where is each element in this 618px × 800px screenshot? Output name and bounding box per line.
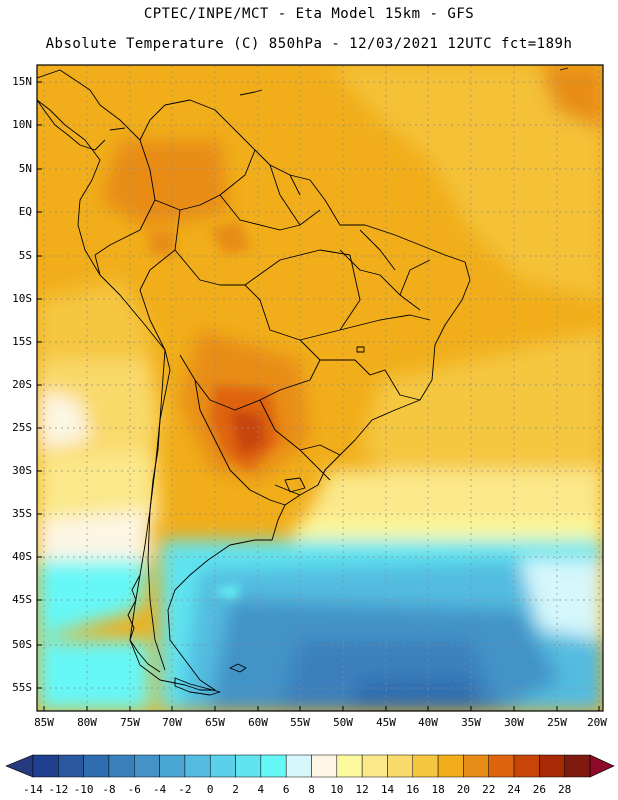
colorbar-swatch <box>361 754 388 778</box>
lon-label: 35W <box>461 716 481 729</box>
lon-label: 65W <box>205 716 225 729</box>
colorbar-swatch <box>488 754 515 778</box>
graticule <box>37 65 603 711</box>
colorbar-swatch <box>159 754 186 778</box>
lon-label: 75W <box>120 716 140 729</box>
colorbar-label: 26 <box>532 783 546 796</box>
colorbar-label: -2 <box>178 783 192 796</box>
lat-label: 15N <box>12 75 32 88</box>
lat-label: 35S <box>12 507 32 520</box>
lon-label: 30W <box>504 716 524 729</box>
lat-label: 30S <box>12 464 32 477</box>
temperature-field <box>37 65 603 711</box>
lat-label: 55S <box>12 681 32 694</box>
lon-label: 25W <box>547 716 567 729</box>
colorbar-swatch <box>83 754 110 778</box>
lat-label: 50S <box>12 638 32 651</box>
lon-label: 85W <box>34 716 54 729</box>
colorbar-label: -8 <box>102 783 116 796</box>
colorbar-swatch <box>513 754 540 778</box>
colorbar-swatch <box>209 754 236 778</box>
colorbar-label: -4 <box>152 783 167 796</box>
colorbar-label: 0 <box>206 783 214 796</box>
lon-label: 60W <box>248 716 268 729</box>
lat-label: 15S <box>12 335 32 348</box>
lat-label: 20S <box>12 378 32 391</box>
lat-label: 5N <box>18 162 32 175</box>
colorbar-label: 10 <box>330 783 344 796</box>
colorbar-under-arrow <box>5 754 34 778</box>
colorbar-label: 20 <box>456 783 471 796</box>
colorbar-swatch <box>564 754 591 778</box>
lat-label: 5S <box>18 249 32 262</box>
lon-label: 20W <box>587 716 607 729</box>
colorbar-label: 4 <box>257 783 265 796</box>
lat-label: 10S <box>12 292 32 305</box>
colorbar-label: 12 <box>355 783 369 796</box>
colorbar-swatch <box>387 754 414 778</box>
colorbar-swatch <box>108 754 135 778</box>
colorbar-label: 18 <box>431 783 445 796</box>
colorbar-label: 28 <box>558 783 572 796</box>
colorbar-swatch <box>311 754 338 778</box>
lat-label: EQ <box>18 205 32 218</box>
lon-label: 70W <box>162 716 182 729</box>
colorbar-label: -14 <box>23 783 43 796</box>
colorbar-label: 16 <box>406 783 420 796</box>
lon-label: 80W <box>77 716 97 729</box>
map-frame <box>36 64 604 712</box>
colorbar-label: -12 <box>48 783 69 796</box>
colorbar-swatch <box>463 754 489 778</box>
axis-ticks <box>37 81 600 711</box>
colorbar-label: 14 <box>380 783 395 796</box>
map-title-line2: Absolute Temperature (C) 850hPa - 12/03/… <box>45 36 573 52</box>
lat-label: 45S <box>12 593 32 606</box>
lon-label: 40W <box>418 716 438 729</box>
map-title-line1: CPTEC/INPE/MCT - Eta Model 15km - GFS <box>143 6 475 22</box>
colorbar-swatch <box>412 754 439 778</box>
colorbar-label: 8 <box>308 783 315 796</box>
colorbar-swatch <box>336 754 363 778</box>
colorbar-label: 24 <box>507 783 521 796</box>
colorbar-label: -10 <box>73 783 94 796</box>
colorbar-swatch <box>539 754 565 778</box>
lon-label: 50W <box>333 716 353 729</box>
colorbar-label: 22 <box>482 783 496 796</box>
colorbar-swatch <box>235 754 262 778</box>
colorbar-swatch <box>134 754 160 778</box>
lat-label: 25S <box>12 421 32 434</box>
lon-label: 55W <box>290 716 310 729</box>
colorbar-swatch <box>184 754 211 778</box>
colorbar-swatch <box>58 754 84 778</box>
lat-label: 40S <box>12 550 32 563</box>
colorbar-label: -6 <box>127 783 141 796</box>
colorbar <box>5 754 615 778</box>
colorbar-swatch <box>260 754 287 778</box>
colorbar-over-arrow <box>589 754 615 778</box>
lon-label: 45W <box>376 716 396 729</box>
colorbar-swatch <box>285 754 312 778</box>
colorbar-label: 6 <box>282 783 290 796</box>
colorbar-swatch <box>437 754 464 778</box>
colorbar-label: 2 <box>232 783 239 796</box>
lat-label: 10N <box>12 118 32 131</box>
colorbar-swatch <box>32 754 59 778</box>
coastlines <box>37 67 569 696</box>
